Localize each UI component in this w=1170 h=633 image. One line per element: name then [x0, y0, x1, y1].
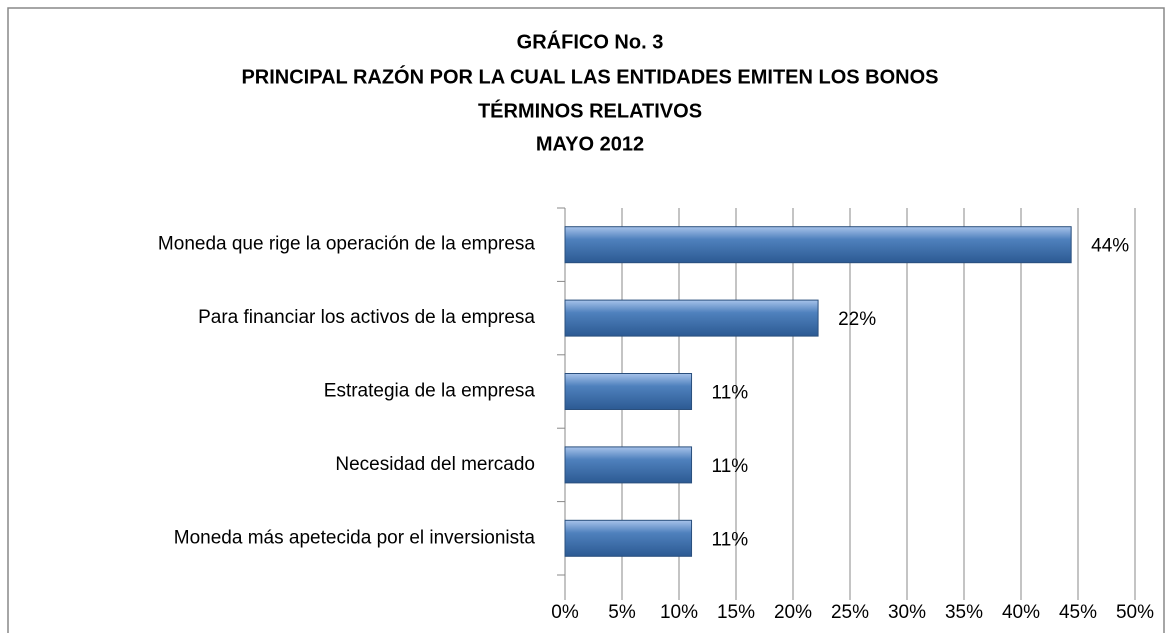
x-tick-label: 5% — [608, 602, 636, 623]
data-label: 11% — [712, 456, 749, 477]
chart-border — [7, 7, 1165, 633]
data-label: 22% — [838, 309, 876, 330]
x-tick-label: 50% — [1116, 602, 1154, 623]
bar — [564, 226, 1072, 264]
x-tick-label: 20% — [774, 602, 812, 623]
y-tick-label: Para financiar los activos de la empresa — [198, 307, 535, 328]
chart-subtitle: PRINCIPAL RAZÓN POR LA CUAL LAS ENTIDADE… — [241, 64, 938, 88]
chart-subtitle: TÉRMINOS RELATIVOS — [478, 99, 702, 122]
x-tick-label: 45% — [1059, 602, 1097, 623]
y-tick-label: Necesidad del mercado — [335, 454, 535, 475]
data-label: 11% — [712, 383, 749, 404]
x-tick-label: 40% — [1002, 602, 1040, 623]
bar — [564, 446, 693, 484]
x-tick-label: 15% — [717, 602, 755, 623]
data-label: 11% — [712, 529, 749, 550]
y-tick-label: Estrategia de la empresa — [324, 381, 536, 402]
x-tick-label: 10% — [660, 602, 698, 623]
x-tick-label: 0% — [551, 602, 579, 623]
x-tick-label: 35% — [945, 602, 983, 623]
y-tick-label: Moneda que rige la operación de la empre… — [158, 234, 536, 255]
chart-subtitle: MAYO 2012 — [536, 133, 644, 155]
bar — [564, 373, 693, 410]
data-label: 44% — [1091, 236, 1129, 257]
bar — [564, 519, 693, 557]
y-tick-label: Moneda más apetecida por el inversionist… — [174, 527, 536, 548]
x-tick-label: 25% — [831, 602, 869, 623]
bar — [564, 299, 819, 337]
chart-title: GRÁFICO No. 3 — [517, 30, 664, 53]
x-tick-label: 30% — [888, 602, 926, 623]
